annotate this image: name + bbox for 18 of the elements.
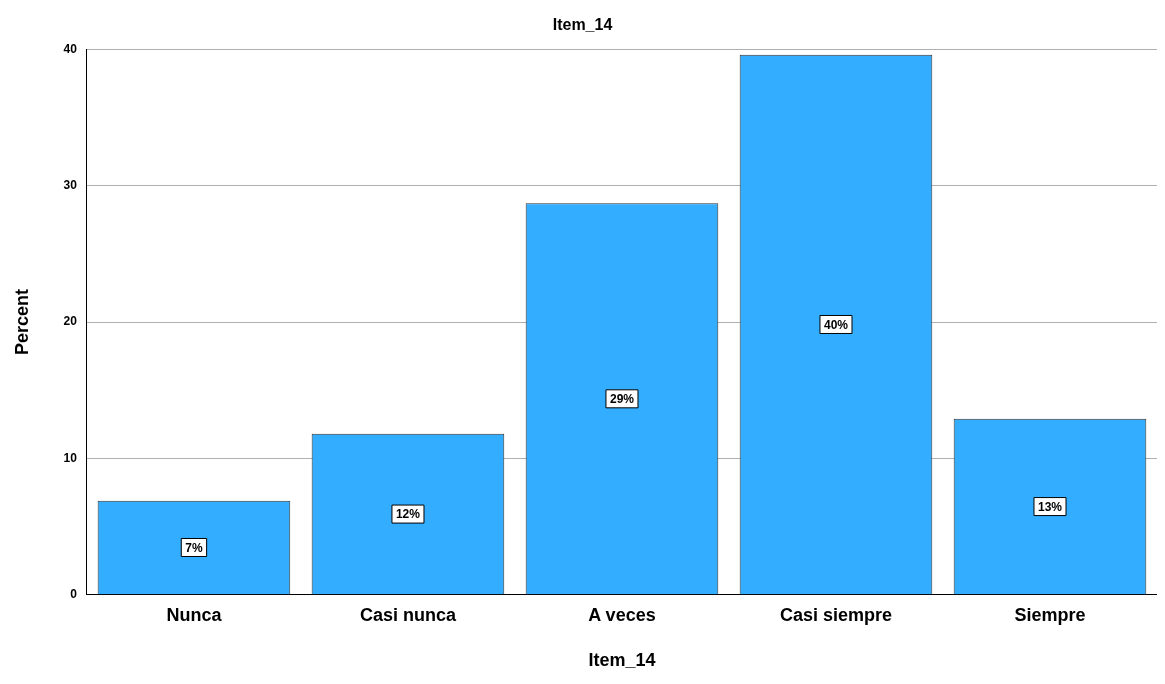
x-tick-label: Casi nunca <box>359 604 457 625</box>
x-tick-label: Siempre <box>1014 604 1086 625</box>
data-label: 29% <box>609 392 635 407</box>
data-label: 13% <box>1037 499 1063 514</box>
y-tick-label: 30 <box>63 177 78 192</box>
data-label: 12% <box>395 507 421 522</box>
y-tick-label: 0 <box>70 587 78 602</box>
x-tick-label: Casi siempre <box>779 604 893 625</box>
x-axis-title: Item_14 <box>588 650 656 671</box>
y-tick-label: 10 <box>63 450 78 465</box>
chart-title: Item_14 <box>552 16 613 34</box>
data-label: 40% <box>823 317 849 332</box>
x-tick-label: Nunca <box>166 604 223 625</box>
y-axis-title: Percent <box>11 288 32 356</box>
y-tick-label: 20 <box>63 314 78 329</box>
y-tick-label: 40 <box>63 41 78 56</box>
x-tick-label: A veces <box>588 604 656 625</box>
data-label: 7% <box>185 540 203 555</box>
